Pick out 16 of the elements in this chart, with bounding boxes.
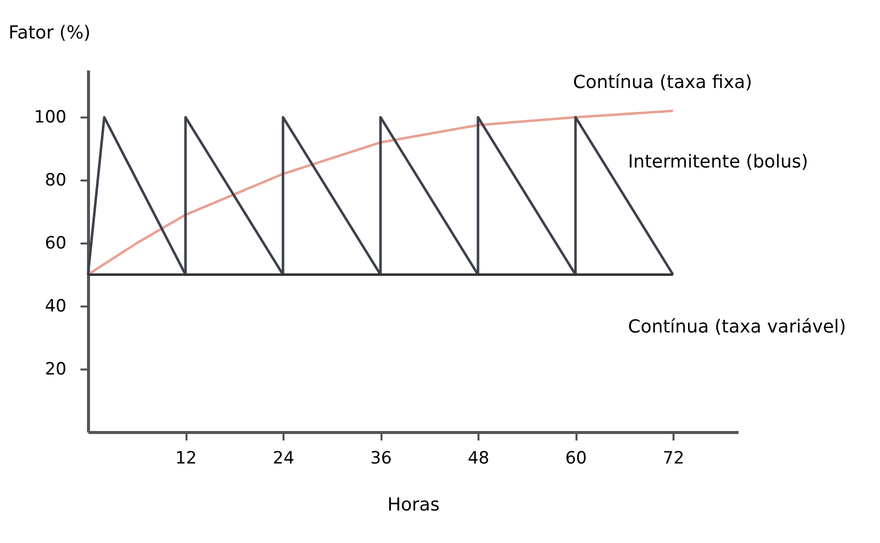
y-tick-label: 100: [34, 108, 66, 128]
y-tick-label: 20: [44, 360, 66, 380]
x-tick-label: 48: [468, 448, 490, 468]
x-tick-label: 36: [370, 448, 392, 468]
x-tick-label: 60: [565, 448, 587, 468]
y-tick-label: 80: [44, 170, 66, 191]
x-tick-label: 12: [175, 448, 197, 468]
series-label: Contínua (taxa fixa): [573, 72, 752, 93]
y-axis-title: Fator (%): [8, 22, 91, 44]
x-axis-title: Horas: [387, 494, 440, 516]
series-label: Intermitente (bolus): [628, 152, 808, 173]
x-tick-label: 72: [662, 448, 684, 468]
y-tick-label: 40: [44, 296, 66, 317]
text: Contínua (taxa variável): [628, 316, 846, 338]
y-tick-label: 60: [44, 234, 66, 254]
x-tick-label: 24: [272, 448, 294, 468]
